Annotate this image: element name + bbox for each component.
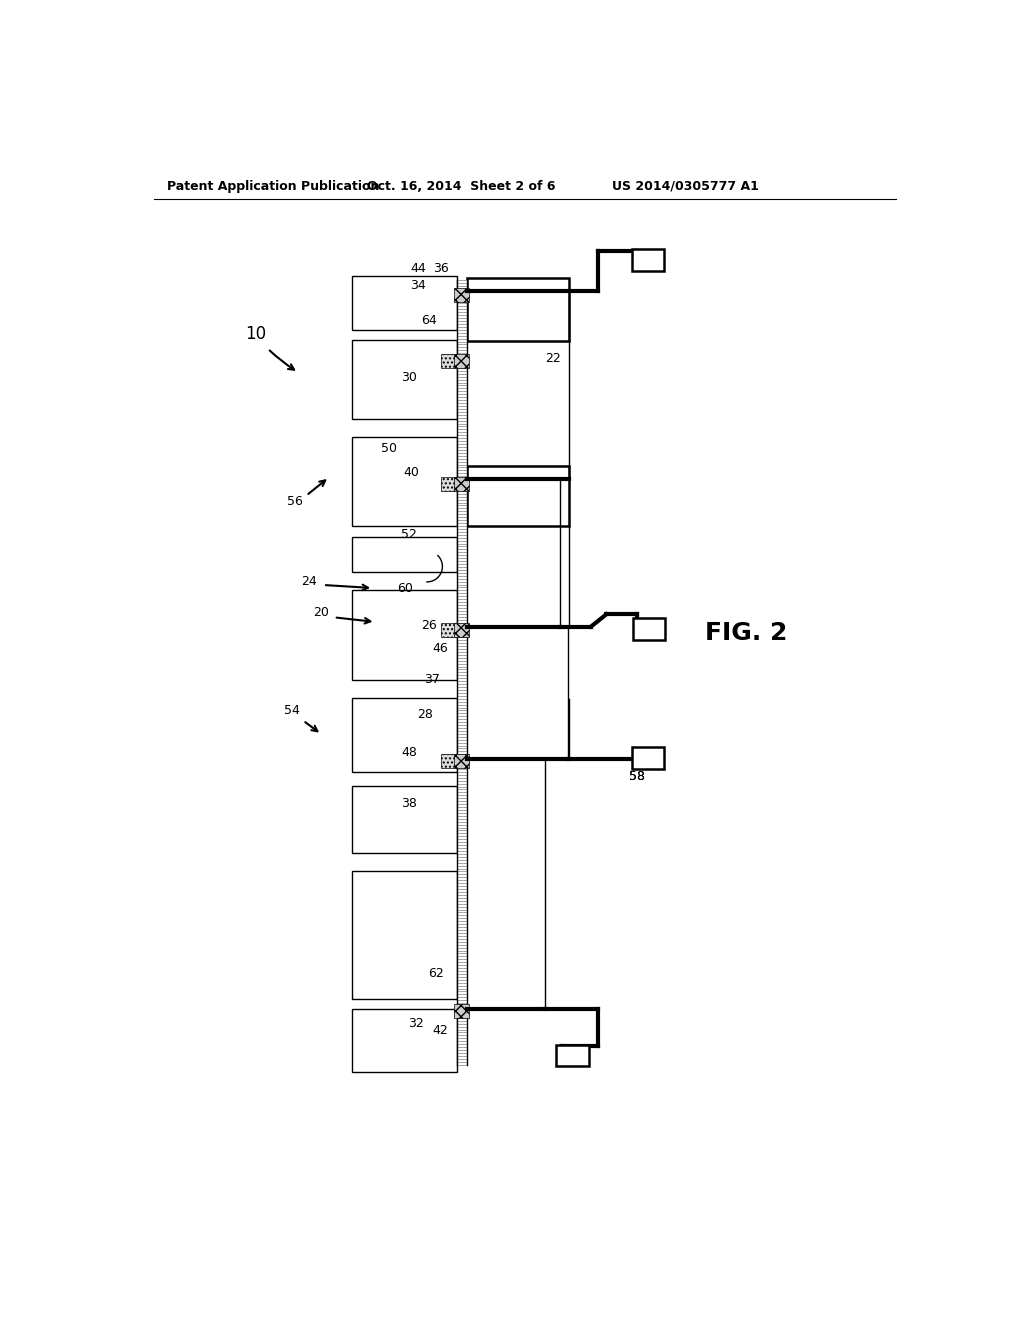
Bar [351,590,457,681]
Bar [351,341,457,418]
Bar [351,1010,457,1072]
Bar [455,1003,469,1018]
Bar [467,277,569,341]
Text: M: M [642,622,655,636]
Bar [351,537,457,572]
Bar [455,623,469,636]
Text: 52: 52 [401,528,417,541]
Text: Patent Application Publication: Patent Application Publication [167,180,379,193]
Bar [632,249,665,271]
Bar [351,785,457,853]
Text: G: G [642,751,653,766]
Bar [455,288,469,302]
Bar [351,698,457,772]
Text: 24: 24 [301,576,317,589]
Text: 42: 42 [432,1024,447,1038]
Text: 10: 10 [245,325,266,343]
Bar [633,618,665,640]
Bar [556,1044,589,1067]
Bar [351,437,457,525]
Bar [441,354,457,368]
Text: 64: 64 [421,314,436,326]
Text: FIG. 2: FIG. 2 [706,622,787,645]
Text: 38: 38 [401,797,417,810]
Text: 26: 26 [421,619,436,632]
Text: 28: 28 [417,708,432,721]
Bar [455,354,469,368]
Text: Oct. 16, 2014  Sheet 2 of 6: Oct. 16, 2014 Sheet 2 of 6 [368,180,556,193]
Text: 32: 32 [408,1016,423,1030]
Text: C1: C1 [562,1048,583,1063]
Bar [351,871,457,999]
Bar [457,280,467,1065]
Bar [455,755,469,768]
Text: 62: 62 [428,966,444,979]
Text: 54: 54 [285,704,300,717]
Bar [351,276,457,330]
Text: C2: C2 [638,253,658,267]
Text: 36: 36 [433,261,449,275]
Text: 56: 56 [288,495,303,508]
Text: 48: 48 [401,746,417,759]
Text: 60: 60 [397,582,414,594]
Text: 20: 20 [313,606,330,619]
Text: 40: 40 [403,466,420,479]
Text: 37: 37 [425,673,440,686]
Text: US 2014/0305777 A1: US 2014/0305777 A1 [611,180,759,193]
Text: 34: 34 [410,279,426,292]
Bar [632,747,665,770]
Bar [441,623,457,636]
Text: 22: 22 [545,352,560,366]
Text: 58: 58 [629,770,645,783]
Bar [441,478,457,491]
Bar [467,466,569,525]
Text: 44: 44 [410,261,426,275]
Bar [441,755,457,768]
Text: 50: 50 [381,442,396,455]
Text: 30: 30 [401,371,417,384]
Text: 58: 58 [629,770,645,783]
Bar [455,478,469,491]
Text: 46: 46 [432,643,447,656]
